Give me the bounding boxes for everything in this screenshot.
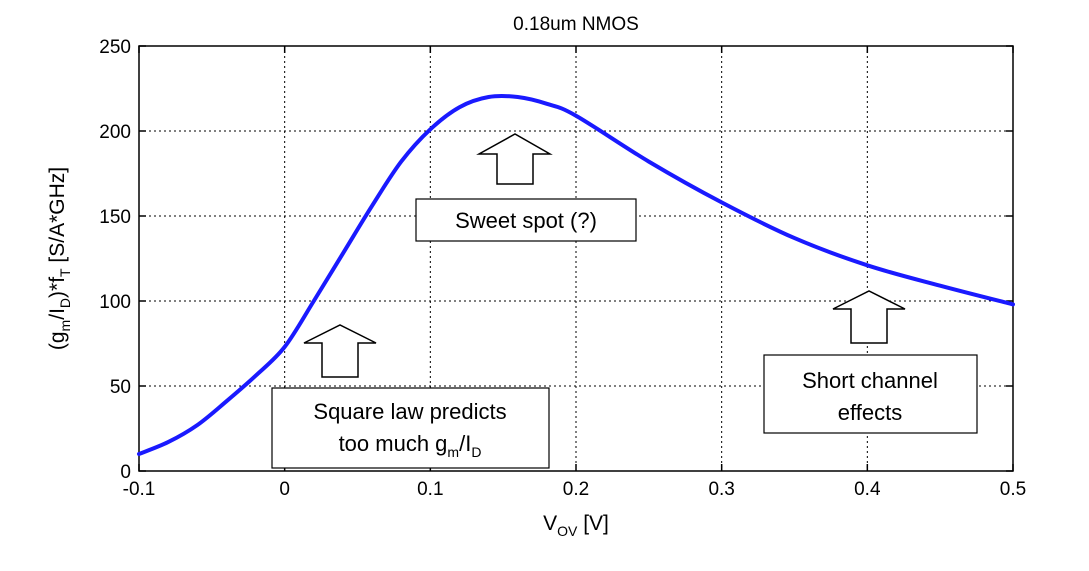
x-tick-label: 0.3 xyxy=(708,479,734,500)
annotation-text: too much gm/ID xyxy=(339,431,482,460)
y-tick-label: 50 xyxy=(110,377,131,398)
annotation-text-sub: D xyxy=(471,444,481,460)
x-label-main: V xyxy=(543,512,557,535)
annotation-text: Short channel xyxy=(802,368,938,393)
annotation-box xyxy=(763,354,978,434)
up-arrow-icon xyxy=(832,290,906,344)
annotation-square-law: Square law predicts too much gm/ID xyxy=(271,324,550,469)
y-tick-label: 250 xyxy=(99,37,131,58)
x-tick-labels: -0.1 0 0.1 0.2 0.3 0.4 0.5 xyxy=(123,479,1027,500)
annotation-text: Square law predicts xyxy=(313,399,506,424)
series-line xyxy=(137,93,1015,456)
x-tick-label: 0 xyxy=(279,479,290,500)
x-axis-label: VOV [V] xyxy=(543,512,609,539)
x-label-sub: OV xyxy=(557,523,578,539)
up-arrow-icon xyxy=(476,133,553,185)
y-label-part: [S/A*GHz] xyxy=(46,167,69,269)
annotation-text-part: /I xyxy=(459,431,471,456)
chart-title: 0.18um NMOS xyxy=(513,14,639,35)
y-label-part: (g xyxy=(46,331,69,350)
y-tick-labels: 0 50 100 150 200 250 xyxy=(99,37,131,483)
y-label-sub: D xyxy=(57,298,73,308)
annotation-box xyxy=(415,198,637,242)
y-tick-label: 100 xyxy=(99,292,131,313)
annotation-short-channel: Short channel effects xyxy=(763,290,978,434)
x-tick-label: 0.1 xyxy=(417,479,443,500)
x-tick-label: 0.4 xyxy=(854,479,881,500)
up-arrow-icon xyxy=(303,324,377,378)
y-label-part: )*f xyxy=(46,277,69,298)
x-label-unit: [V] xyxy=(577,512,609,535)
x-tick-label: 0.2 xyxy=(563,479,589,500)
annotation-text: Sweet spot (?) xyxy=(455,208,597,233)
axis-ticks xyxy=(138,45,1014,472)
annotation-text: effects xyxy=(838,400,902,425)
y-tick-label: 150 xyxy=(99,207,131,228)
x-tick-label: -0.1 xyxy=(123,479,156,500)
annotation-text-part: too much g xyxy=(339,431,448,456)
annotation-sweet-spot: Sweet spot (?) xyxy=(415,133,637,242)
annotation-box xyxy=(271,387,550,469)
y-axis-label: (gm/ID)*fT [S/A*GHz] xyxy=(46,167,73,350)
y-label-sub: m xyxy=(57,320,73,332)
y-label-part: /I xyxy=(46,308,69,320)
x-tick-label: 0.5 xyxy=(1000,479,1026,500)
annotation-text-sub: m xyxy=(447,444,459,460)
y-tick-label: 200 xyxy=(99,122,131,143)
y-tick-label: 0 xyxy=(120,462,131,483)
y-label-sub: T xyxy=(57,268,73,277)
